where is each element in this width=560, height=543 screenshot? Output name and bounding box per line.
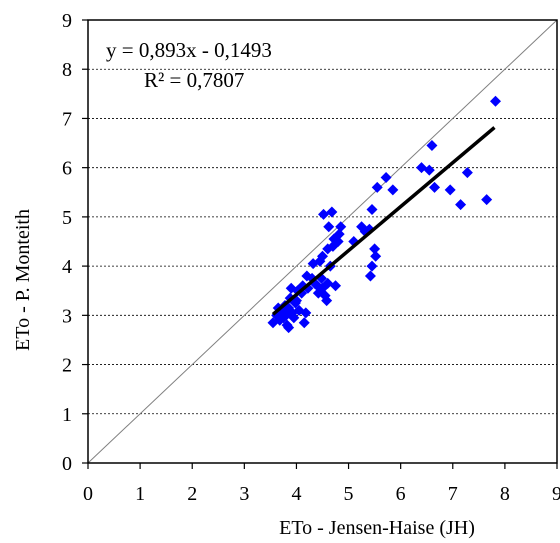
- data-point: [366, 260, 378, 272]
- data-point: [323, 221, 335, 233]
- data-point: [380, 172, 392, 184]
- data-point: [317, 250, 328, 262]
- y-tick-label: 5: [62, 207, 72, 229]
- y-tick-label: 8: [62, 59, 72, 81]
- x-axis-title: ETo - Jensen-Haise (JH): [279, 517, 475, 539]
- y-tick-label: 3: [62, 305, 72, 327]
- data-point: [366, 204, 378, 216]
- data-point: [330, 280, 342, 292]
- data-point: [426, 140, 438, 152]
- data-point: [461, 167, 473, 179]
- data-point: [288, 312, 300, 324]
- x-tick-label: 5: [344, 483, 354, 505]
- data-point: [335, 221, 347, 233]
- trend-line: [271, 126, 496, 316]
- data-point: [298, 317, 310, 329]
- data-point: [321, 295, 333, 307]
- r-squared-label: R² = 0,7807: [144, 68, 244, 92]
- x-tick-label: 6: [396, 483, 406, 505]
- y-tick-label: 9: [62, 10, 72, 32]
- y-tick-label: 2: [62, 355, 72, 377]
- x-tick-label: 8: [500, 483, 510, 505]
- data-point: [423, 164, 435, 176]
- x-tick-label: 2: [187, 483, 197, 505]
- data-point: [371, 181, 383, 193]
- data-point: [333, 228, 345, 240]
- identity-line: [87, 19, 558, 464]
- x-tick-label: 0: [83, 483, 93, 505]
- x-tick-labels: 0 1 2 3 4 5 6 7 8 9: [83, 483, 560, 505]
- data-point: [429, 181, 441, 193]
- x-tick-label: 9: [552, 483, 560, 505]
- data-points: [267, 95, 502, 334]
- x-tick-label: 7: [448, 483, 458, 505]
- axis-ticks: [82, 19, 558, 469]
- x-tick-label: 3: [239, 483, 249, 505]
- data-point: [490, 95, 502, 107]
- y-tick-label: 6: [62, 158, 72, 180]
- data-point: [387, 184, 399, 196]
- data-point: [455, 199, 467, 211]
- y-tick-label: 1: [62, 404, 72, 426]
- y-tick-label: 4: [62, 256, 72, 278]
- data-point: [300, 307, 312, 319]
- y-tick-label: 7: [62, 108, 72, 130]
- y-tick-labels: 0 1 2 3 4 5 6 7 8 9: [62, 10, 72, 475]
- data-point: [364, 270, 376, 282]
- data-point: [326, 206, 338, 218]
- trend-equation: y = 0,893x - 0,1493: [106, 38, 272, 62]
- plot-area-frame: [87, 19, 558, 464]
- data-point: [444, 184, 456, 196]
- data-point: [370, 250, 382, 262]
- y-axis-title: ETo - P. Monteith: [12, 209, 34, 351]
- data-point: [481, 194, 493, 206]
- data-point: [369, 243, 381, 255]
- y-tick-label: 0: [62, 453, 72, 475]
- data-point: [318, 208, 330, 220]
- data-point: [283, 322, 295, 334]
- x-tick-label: 4: [291, 483, 301, 505]
- x-tick-label: 1: [135, 483, 145, 505]
- data-point: [332, 236, 344, 247]
